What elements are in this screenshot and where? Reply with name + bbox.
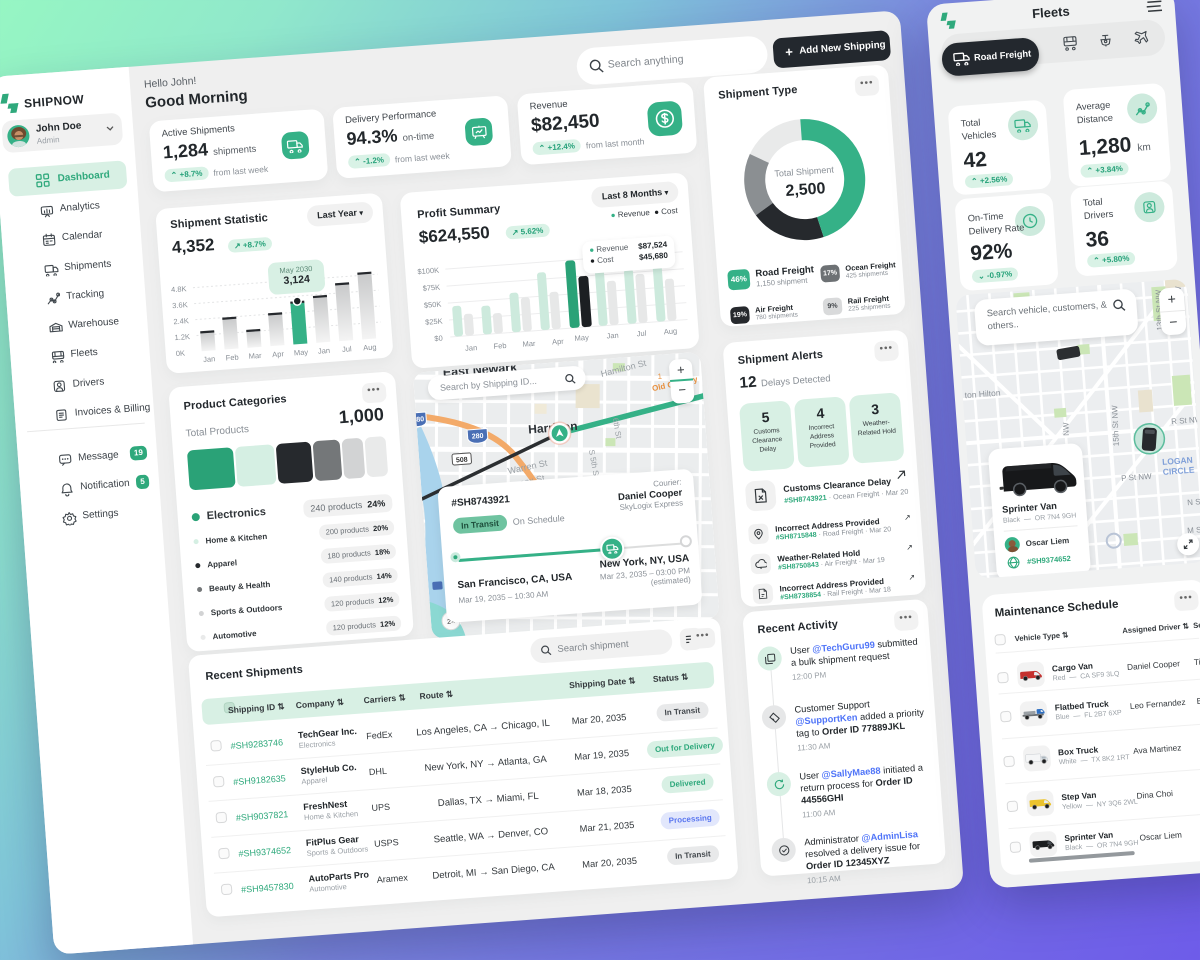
svg-text:Apr: Apr bbox=[271, 349, 284, 359]
svg-text:3.6K: 3.6K bbox=[171, 300, 187, 310]
svg-text:$25K: $25K bbox=[424, 316, 442, 326]
svg-text:Jan: Jan bbox=[202, 354, 215, 364]
svg-text:2×: 2× bbox=[446, 618, 454, 626]
svg-text:Jan: Jan bbox=[464, 343, 477, 353]
svg-text:Aug: Aug bbox=[362, 342, 376, 352]
svg-text:$75K: $75K bbox=[422, 282, 440, 292]
svg-text:2.4K: 2.4K bbox=[173, 316, 189, 326]
svg-text:$100K: $100K bbox=[417, 265, 439, 276]
svg-text:0K: 0K bbox=[175, 348, 185, 358]
svg-text:Mar: Mar bbox=[522, 339, 536, 349]
svg-text:4.8K: 4.8K bbox=[170, 284, 186, 294]
svg-text:2,500: 2,500 bbox=[784, 180, 825, 200]
svg-text:M St N: M St N bbox=[1187, 524, 1200, 535]
svg-text:1: 1 bbox=[657, 371, 662, 380]
svg-text:May: May bbox=[574, 333, 589, 343]
svg-text:Aug: Aug bbox=[663, 326, 677, 336]
svg-text:Total Shipment: Total Shipment bbox=[774, 164, 835, 178]
svg-text:15th St NW: 15th St NW bbox=[1110, 405, 1121, 447]
svg-text:Jul: Jul bbox=[341, 344, 352, 354]
svg-text:Jan: Jan bbox=[317, 346, 330, 356]
svg-text:1.2K: 1.2K bbox=[174, 332, 190, 342]
svg-text:Feb: Feb bbox=[225, 352, 239, 362]
svg-text:N St: N St bbox=[1187, 497, 1200, 507]
svg-text:ton Hilton: ton Hilton bbox=[964, 388, 1001, 401]
svg-text:Mar: Mar bbox=[248, 351, 262, 361]
svg-text:NW: NW bbox=[1061, 422, 1071, 436]
svg-text:Feb: Feb bbox=[493, 341, 507, 351]
svg-text:P St NW: P St NW bbox=[1121, 472, 1153, 483]
svg-text:Jul: Jul bbox=[636, 328, 647, 338]
svg-text:180: 180 bbox=[412, 416, 424, 424]
svg-text:$50K: $50K bbox=[423, 299, 441, 309]
svg-text:508: 508 bbox=[455, 456, 467, 464]
svg-text:R St NW: R St NW bbox=[1171, 415, 1200, 426]
svg-text:LOGAN: LOGAN bbox=[1162, 455, 1193, 467]
svg-text:$0: $0 bbox=[434, 333, 443, 343]
svg-text:May: May bbox=[293, 347, 308, 357]
svg-text:Apr: Apr bbox=[551, 336, 564, 346]
svg-text:CIRCLE: CIRCLE bbox=[1162, 465, 1195, 477]
svg-text:280: 280 bbox=[471, 433, 483, 441]
svg-text:Jan: Jan bbox=[606, 330, 619, 340]
